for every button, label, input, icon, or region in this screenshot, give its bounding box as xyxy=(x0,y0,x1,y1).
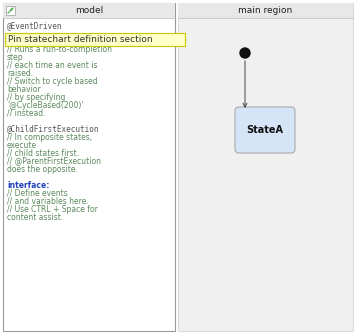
Text: interface:: interface: xyxy=(7,181,49,190)
Text: does the opposite.: does the opposite. xyxy=(7,164,78,174)
Text: content assist.: content assist. xyxy=(7,212,63,221)
Bar xyxy=(178,3,353,18)
Text: // @ParentFirstExecution: // @ParentFirstExecution xyxy=(7,156,101,165)
Text: main region: main region xyxy=(238,6,293,15)
Text: step: step xyxy=(7,53,24,62)
Bar xyxy=(5,33,185,46)
Bar xyxy=(6,6,15,15)
Text: // child states first.: // child states first. xyxy=(7,148,79,157)
Text: model: model xyxy=(75,6,103,15)
Text: // In composite states,: // In composite states, xyxy=(7,133,92,141)
Text: @ChildFirstExecution: @ChildFirstExecution xyxy=(7,125,100,134)
Bar xyxy=(178,3,353,331)
Text: // Runs a run-to-completion: // Runs a run-to-completion xyxy=(7,35,112,44)
FancyBboxPatch shape xyxy=(235,107,295,153)
Bar xyxy=(3,3,175,331)
Text: execute: execute xyxy=(7,140,37,149)
Text: @EventDriven: @EventDriven xyxy=(7,21,62,30)
Circle shape xyxy=(240,48,250,58)
Text: StateA: StateA xyxy=(246,125,283,135)
Text: // Switch to cycle based: // Switch to cycle based xyxy=(7,76,97,85)
Text: // Use CTRL + Space for: // Use CTRL + Space for xyxy=(7,204,98,213)
Text: // Runs a run-to-completion: // Runs a run-to-completion xyxy=(7,45,112,54)
Text: '@CycleBased(200)': '@CycleBased(200)' xyxy=(7,100,84,110)
Text: // Define events: // Define events xyxy=(7,189,68,198)
Bar xyxy=(3,3,175,18)
Text: behavior: behavior xyxy=(7,84,41,93)
Text: // and variables here.: // and variables here. xyxy=(7,197,89,205)
Text: Pin statechart definition section: Pin statechart definition section xyxy=(8,35,153,44)
Text: // instead.: // instead. xyxy=(7,109,45,118)
Text: raised.: raised. xyxy=(7,68,33,77)
Text: // by specifying: // by specifying xyxy=(7,92,65,102)
Text: // each time an event is: // each time an event is xyxy=(7,61,97,69)
